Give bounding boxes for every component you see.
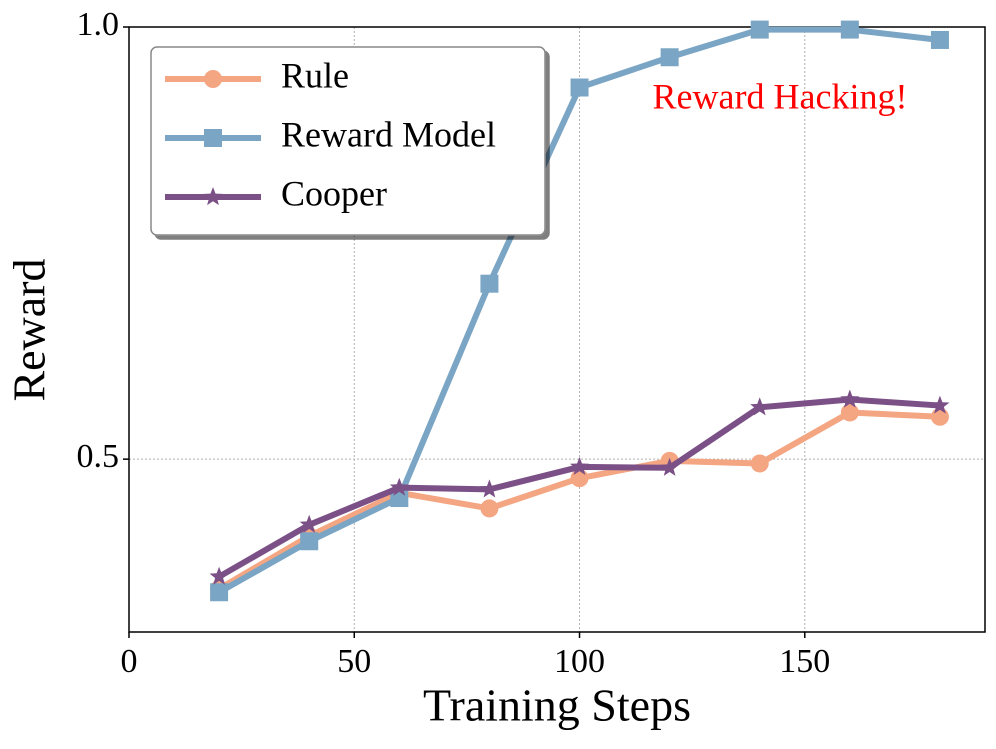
marker — [750, 454, 769, 473]
marker — [209, 566, 229, 585]
y-tick-label: 1.0 — [77, 6, 120, 43]
marker — [570, 469, 589, 488]
y-tick-label: 0.5 — [77, 438, 120, 475]
marker — [570, 456, 589, 475]
marker — [299, 514, 319, 533]
legend-label: Rule — [281, 55, 349, 95]
legend: Rule Reward Model Cooper — [150, 46, 546, 236]
marker — [480, 274, 499, 293]
marker — [479, 479, 499, 498]
marker — [840, 403, 859, 422]
marker — [210, 583, 229, 602]
x-tick-label: 150 — [779, 643, 830, 680]
marker — [930, 395, 950, 414]
legend-marker — [204, 129, 222, 147]
marker — [930, 30, 949, 49]
marker — [750, 397, 770, 416]
marker — [660, 457, 680, 476]
marker — [660, 48, 679, 67]
marker — [930, 407, 949, 426]
legend-marker — [204, 70, 222, 88]
x-tick-label: 50 — [337, 643, 371, 680]
plot-frame — [128, 26, 986, 633]
marker — [840, 389, 860, 408]
x-axis-label: Training Steps — [423, 680, 691, 731]
y-axis-label: Reward — [4, 258, 55, 401]
annotation: Reward Hacking! — [653, 76, 908, 116]
legend-box — [150, 46, 546, 236]
legend-label: Reward Model — [281, 114, 496, 154]
legend-marker — [203, 187, 223, 206]
marker — [840, 20, 859, 39]
marker — [389, 477, 409, 496]
marker — [750, 20, 769, 39]
legend-label: Cooper — [281, 173, 387, 213]
x-tick-label: 100 — [554, 643, 605, 680]
marker — [300, 532, 319, 551]
x-tick-label: 0 — [121, 643, 138, 680]
marker — [570, 78, 589, 97]
marker — [480, 499, 499, 518]
